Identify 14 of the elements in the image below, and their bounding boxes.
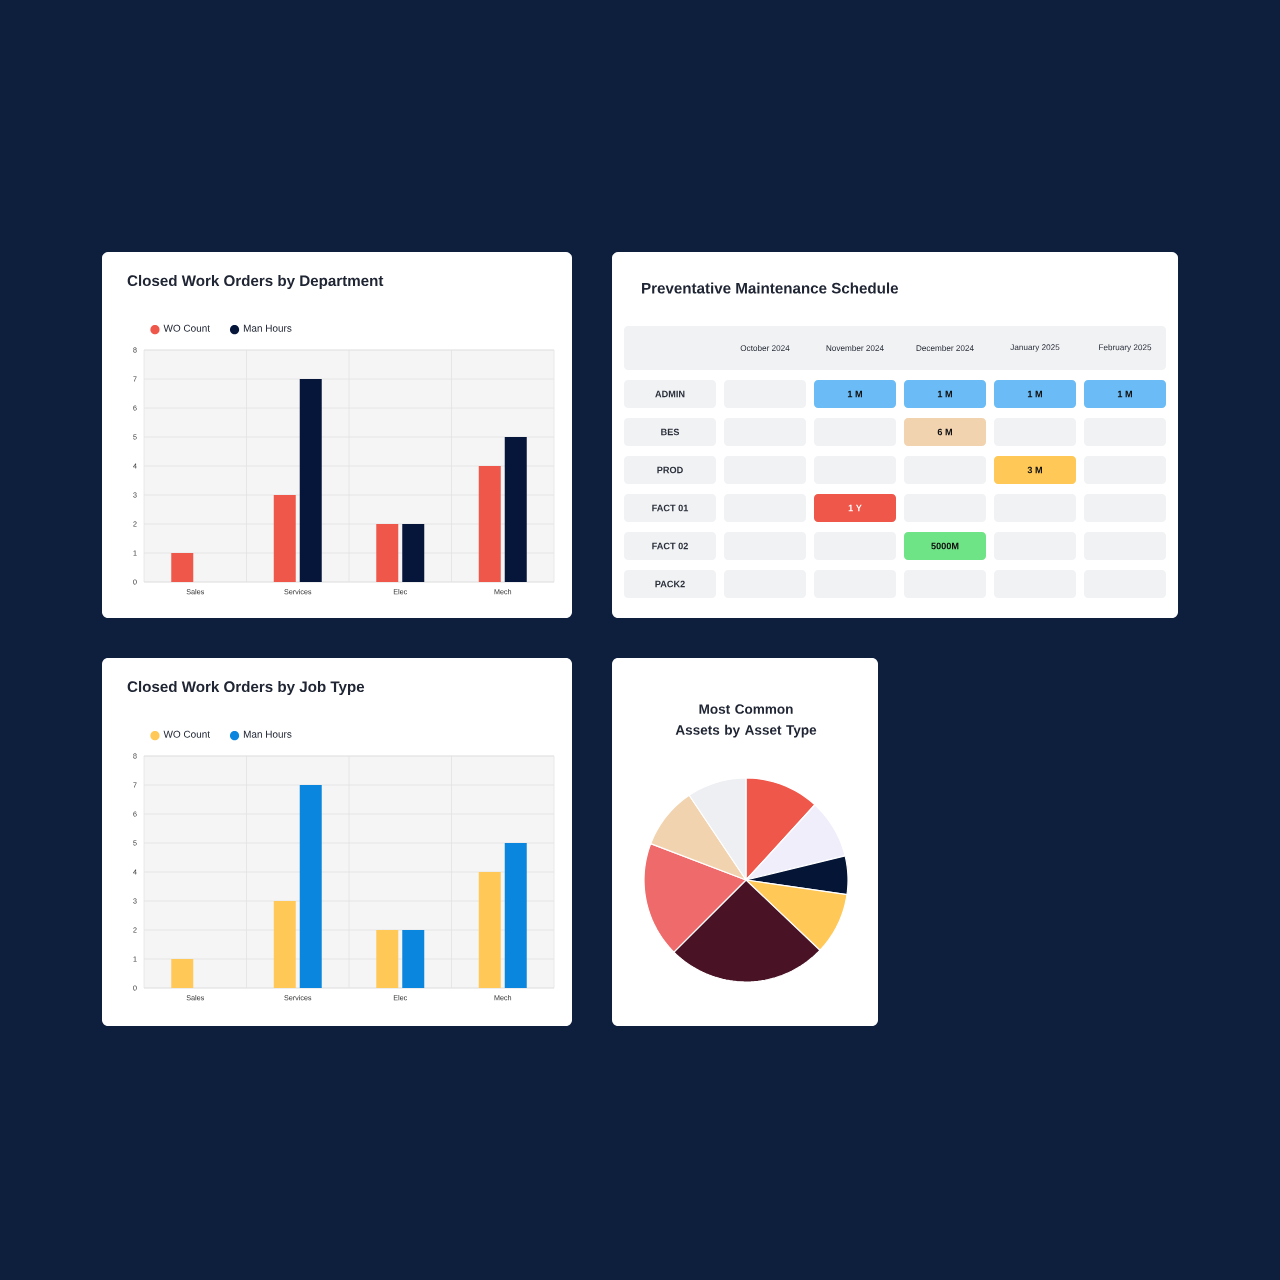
bar [376,523,399,582]
bar [402,930,425,988]
bar [504,436,527,582]
bar [478,465,501,582]
bar [299,379,322,582]
bar [273,494,296,582]
bar [299,785,322,988]
bar [376,930,399,988]
bar [171,552,194,582]
bar [402,523,425,582]
bar [478,872,501,988]
bar [273,901,296,988]
bar [504,843,527,988]
bar [171,959,194,988]
